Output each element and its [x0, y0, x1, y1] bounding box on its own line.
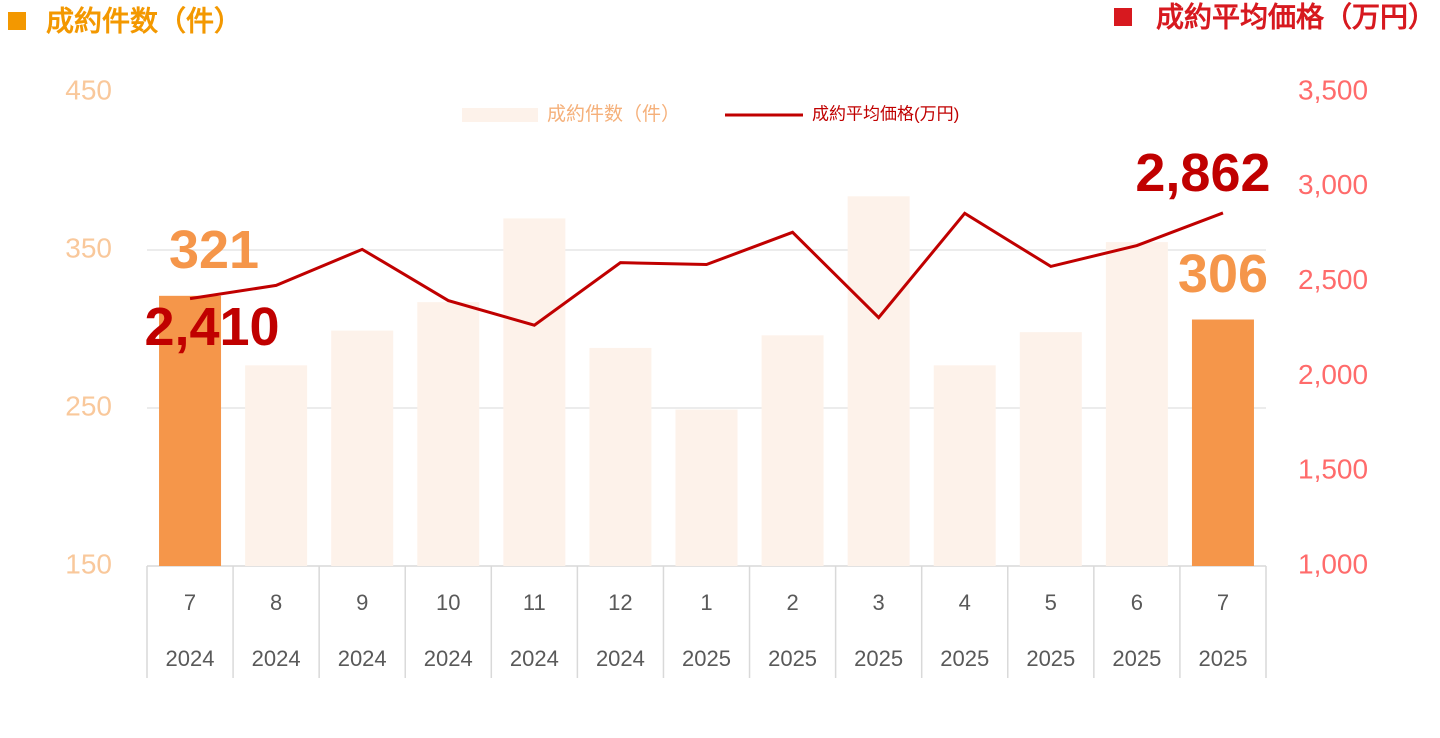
y-tick-label: 250 [65, 390, 112, 421]
x-tick-label: 10 [436, 590, 460, 615]
x-tick-year: 2025 [768, 646, 817, 671]
y-tick-label: 450 [65, 74, 112, 105]
x-tick-year: 2024 [424, 646, 473, 671]
title-marker [8, 12, 26, 30]
legend-swatch [462, 108, 538, 122]
bar [933, 365, 996, 566]
x-tick-label: 1 [700, 590, 712, 615]
y2-tick-label: 2,000 [1298, 359, 1368, 390]
x-tick-label: 12 [608, 590, 632, 615]
title-marker [1114, 8, 1132, 26]
x-tick-label: 7 [1217, 590, 1229, 615]
x-tick-label: 2 [786, 590, 798, 615]
x-tick-label: 8 [270, 590, 282, 615]
bar [675, 409, 738, 566]
x-tick-label: 4 [959, 590, 971, 615]
x-tick-label: 5 [1045, 590, 1057, 615]
x-tick-year: 2024 [510, 646, 559, 671]
bar [761, 335, 824, 566]
x-tick-label: 11 [523, 590, 546, 615]
left-title: 成約件数（件） [46, 4, 242, 36]
x-tick-year: 2024 [252, 646, 301, 671]
bar [245, 365, 308, 566]
x-tick-year: 2024 [596, 646, 645, 671]
bar [503, 218, 566, 566]
y2-tick-label: 1,500 [1298, 454, 1368, 485]
x-tick-year: 2025 [1026, 646, 1075, 671]
bar [1105, 242, 1168, 566]
bar [159, 295, 222, 566]
x-tick-year: 2025 [940, 646, 989, 671]
x-tick-label: 6 [1131, 590, 1143, 615]
y2-tick-label: 2,500 [1298, 264, 1368, 295]
right-title: 成約平均価格（万円） [1156, 0, 1436, 32]
bar [331, 330, 394, 566]
x-tick-label: 7 [184, 590, 196, 615]
legend-label: 成約件数（件） [547, 103, 680, 125]
line [189, 211, 1224, 327]
data-label: 306 [1178, 244, 1268, 304]
y2-tick-label: 3,000 [1298, 169, 1368, 200]
x-tick-label: 3 [873, 590, 885, 615]
legend-label: 成約平均価格(万円) [812, 104, 959, 123]
data-label: 2,410 [144, 297, 279, 357]
y-tick-label: 350 [65, 232, 112, 263]
x-tick-year: 2025 [854, 646, 903, 671]
x-tick-year: 2025 [682, 646, 731, 671]
bar [847, 196, 910, 566]
data-label: 2,862 [1135, 143, 1270, 203]
bar [589, 347, 652, 566]
y-tick-label: 150 [65, 548, 112, 579]
y2-tick-label: 3,500 [1298, 74, 1368, 105]
x-tick-year: 2025 [1112, 646, 1161, 671]
y2-tick-label: 1,000 [1298, 548, 1368, 579]
x-tick-year: 2024 [166, 646, 215, 671]
bar [417, 302, 480, 566]
x-tick-year: 2025 [1198, 646, 1247, 671]
data-label: 321 [169, 220, 259, 280]
bar [1191, 319, 1254, 566]
x-tick-label: 9 [356, 590, 368, 615]
bar [1019, 332, 1082, 566]
x-tick-year: 2024 [338, 646, 387, 671]
